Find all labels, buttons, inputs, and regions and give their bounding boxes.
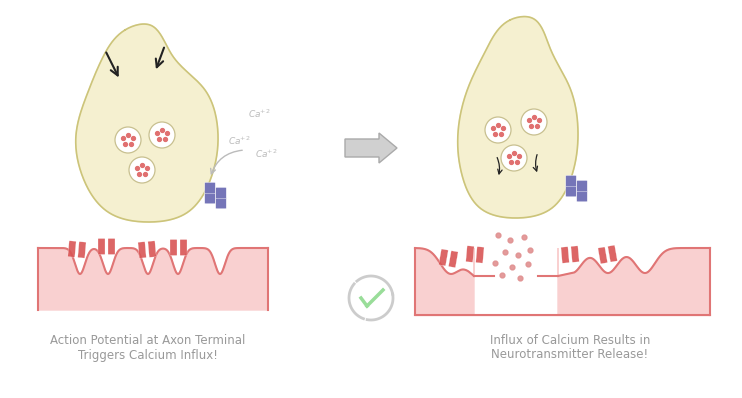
FancyBboxPatch shape — [466, 246, 474, 262]
FancyBboxPatch shape — [180, 240, 187, 256]
Circle shape — [501, 145, 527, 171]
FancyBboxPatch shape — [565, 185, 577, 197]
Polygon shape — [458, 17, 578, 218]
Circle shape — [129, 157, 155, 183]
Text: Triggers Calcium Influx!: Triggers Calcium Influx! — [78, 349, 218, 361]
Text: Ca$^{+2}$: Ca$^{+2}$ — [255, 148, 278, 160]
FancyBboxPatch shape — [565, 176, 577, 187]
FancyBboxPatch shape — [98, 238, 105, 254]
FancyBboxPatch shape — [561, 247, 569, 263]
Polygon shape — [76, 24, 218, 222]
Text: Ca$^{+2}$: Ca$^{+2}$ — [228, 135, 251, 147]
FancyBboxPatch shape — [216, 197, 226, 209]
Polygon shape — [415, 248, 474, 315]
Polygon shape — [345, 133, 397, 163]
FancyBboxPatch shape — [476, 247, 484, 263]
FancyBboxPatch shape — [598, 247, 608, 264]
FancyBboxPatch shape — [216, 187, 226, 199]
FancyBboxPatch shape — [571, 246, 580, 262]
FancyBboxPatch shape — [78, 242, 86, 258]
FancyBboxPatch shape — [148, 241, 157, 258]
FancyBboxPatch shape — [68, 241, 76, 257]
Circle shape — [115, 127, 141, 153]
Text: Neurotransmitter Release!: Neurotransmitter Release! — [491, 349, 649, 361]
Text: Ca$^{+2}$: Ca$^{+2}$ — [248, 107, 271, 120]
Circle shape — [485, 117, 511, 143]
FancyBboxPatch shape — [108, 238, 115, 254]
FancyBboxPatch shape — [170, 240, 177, 256]
FancyBboxPatch shape — [608, 245, 617, 262]
FancyBboxPatch shape — [439, 249, 448, 266]
Circle shape — [521, 109, 547, 135]
FancyBboxPatch shape — [205, 182, 215, 194]
FancyBboxPatch shape — [577, 190, 588, 202]
Text: Action Potential at Axon Terminal: Action Potential at Axon Terminal — [50, 334, 246, 347]
Polygon shape — [558, 248, 710, 315]
FancyBboxPatch shape — [449, 251, 458, 267]
Polygon shape — [38, 248, 268, 310]
FancyBboxPatch shape — [205, 192, 215, 204]
Text: Influx of Calcium Results in: Influx of Calcium Results in — [490, 334, 650, 347]
FancyBboxPatch shape — [577, 180, 588, 192]
FancyBboxPatch shape — [138, 242, 146, 258]
Circle shape — [149, 122, 175, 148]
